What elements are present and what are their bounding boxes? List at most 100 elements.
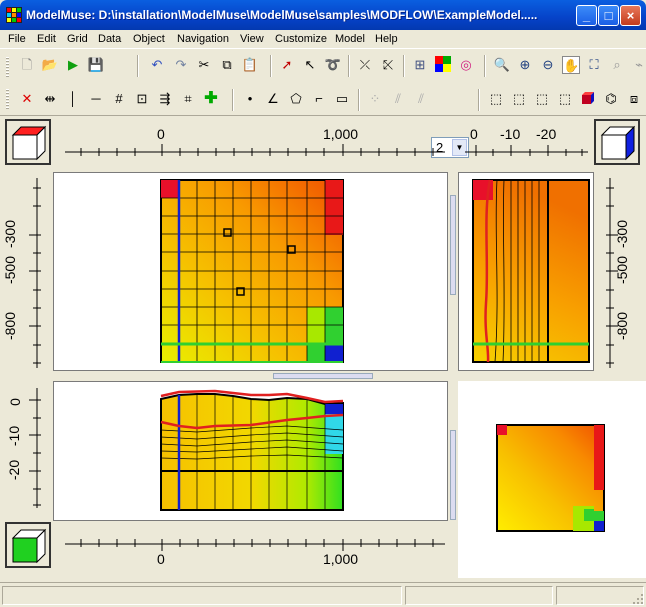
menu-view[interactable]: View [240,33,264,45]
cube-view-1-icon[interactable]: ⬚ [489,91,503,106]
cube-color-icon[interactable] [579,90,597,108]
disabled-tool-icon: ⫽ [418,91,424,106]
move-grid-line-icon[interactable]: ⇹ [44,91,56,106]
toolbar-grip[interactable] [6,89,9,109]
window-title: ModelMuse: D:\installation\ModelMuse\Mod… [26,8,538,22]
disabled-tool-icon: ⁘ [369,91,381,106]
cube-view-3-icon[interactable]: ⬚ [535,91,549,106]
close-button[interactable]: × [620,5,641,26]
add-vertical-line-icon[interactable]: │ [68,91,78,106]
vertical-splitter-lower[interactable] [450,430,456,520]
line-object-icon[interactable]: ∠ [267,91,279,106]
bottom-ruler-label: 0 [157,551,165,567]
zoom-out-icon[interactable]: ⊖ [542,57,554,72]
rectangle-object-icon[interactable]: ▭ [335,91,349,106]
front-ruler-label: -20 [6,459,23,481]
front-view-pane[interactable] [53,381,448,521]
left-ruler [29,178,41,368]
grid-icon[interactable]: # [115,91,123,106]
pan-icon[interactable]: ✋ [562,56,580,74]
add-horizontal-line-icon[interactable]: ─ [91,91,101,106]
3d-view-pane[interactable] [458,381,646,578]
menu-edit[interactable]: Edit [37,33,56,45]
right-ruler-label: -500 [614,255,631,285]
zoom-extent-icon[interactable]: ⛶ [589,57,599,72]
cube-view-2-icon[interactable]: ⬚ [512,91,526,106]
delete-vertex-icon[interactable]: ⤫ [359,57,371,72]
resize-grip-icon[interactable] [632,593,644,605]
chevron-down-icon[interactable]: ▼ [452,139,467,156]
bottom-ruler [65,539,445,551]
vertical-splitter[interactable] [450,195,456,295]
right-ruler-label: -300 [614,219,631,249]
menu-data[interactable]: Data [98,33,122,45]
delete-grid-line-icon[interactable]: ✕ [21,91,33,106]
cut-icon[interactable]: ✂ [198,57,210,72]
top-view-pane[interactable] [53,172,448,371]
cube-wire-icon[interactable]: ⌬ [605,91,617,106]
side-view-cube-button[interactable] [594,119,640,165]
toolbar-separator [232,89,234,111]
grid-angle-icon[interactable]: ⌗ [184,91,192,106]
save-icon[interactable]: 💾 [87,57,105,72]
side-ruler-top [465,145,588,156]
top-ruler-label: 1,000 [323,126,359,142]
minimize-button[interactable]: _ [576,5,597,26]
zoom-icon[interactable]: 🔍 [493,57,511,72]
menu-help[interactable]: Help [375,33,398,45]
status-bar [0,582,646,607]
maximize-button[interactable]: □ [598,5,619,26]
top-ruler [65,144,445,156]
step-line-icon[interactable]: ⌐ [315,91,323,106]
toolbar-grip[interactable] [6,57,9,77]
title-bar[interactable]: ModelMuse: D:\installation\ModelMuse\Mod… [0,0,646,30]
bottom-ruler-label: 1,000 [323,551,359,567]
redo-icon[interactable]: ↷ [175,57,187,72]
status-panel-3 [556,586,644,605]
new-file-icon[interactable]: 🗋 [21,57,33,72]
undo-icon[interactable]: ↶ [151,57,163,72]
polygon-object-icon[interactable]: ⬠ [290,91,302,106]
copy-icon[interactable]: ⧉ [222,57,232,72]
status-panel-1 [2,586,402,605]
add-point-icon[interactable]: ✚ [204,90,218,107]
left-ruler-label: -500 [2,255,19,285]
menu-grid[interactable]: Grid [67,33,88,45]
lasso-icon[interactable]: ➰ [324,57,342,72]
horizontal-splitter[interactable] [273,373,373,379]
front-view-cube-button[interactable] [5,522,51,568]
toolbar-separator [358,89,360,111]
toolbar-separator [478,89,480,111]
show-hide-objects-icon[interactable]: ⊞ [414,57,426,72]
menu-object[interactable]: Object [133,33,165,45]
left-ruler-label: -800 [2,311,19,341]
zoom-in-icon[interactable]: ⊕ [519,57,531,72]
add-vertex-icon[interactable]: ⤪ [382,57,394,72]
color-grid-icon[interactable] [434,56,452,74]
open-icon[interactable]: 📂 [41,57,59,72]
run-icon[interactable]: ▶ [68,57,78,72]
layer-select-value: 2 [436,140,444,155]
toolbar-panel: 🗋 📂 ▶ 💾 ↶ ↷ ✂ ⧉ 📋 ➚ ↖ ➰ ⤫ ⤪ ⊞ ◎ 🔍 ⊕ ⊖ ✋ … [0,48,646,158]
toolbar-separator [348,55,350,77]
edit-vertex-icon[interactable]: ↖ [304,57,316,72]
front-ruler-label: -10 [6,425,23,447]
menu-model[interactable]: Model [335,33,365,45]
point-object-icon[interactable]: • [247,91,253,106]
layer-select[interactable]: 2 ▼ [431,137,469,158]
side-view-pane[interactable] [458,172,594,371]
select-arrow-icon[interactable]: ➚ [281,57,293,72]
contour-icon[interactable]: ◎ [460,57,472,72]
paste-icon[interactable]: 📋 [241,57,259,72]
disabled-tool-icon: ⫽ [395,91,401,106]
measure-extra-icon[interactable]: ⌁ [635,57,643,72]
menu-file[interactable]: File [8,33,26,45]
cube-view-4-icon[interactable]: ⬚ [558,91,572,106]
spacing-icon[interactable]: ⇶ [159,91,171,106]
subdivide-icon[interactable]: ⊡ [136,91,148,106]
menu-customize[interactable]: Customize [275,33,327,45]
menu-navigation[interactable]: Navigation [177,33,229,45]
cube-extra-icon[interactable]: ⧈ [629,91,639,106]
top-view-cube-button[interactable] [5,119,51,165]
measure-icon[interactable]: ⌕ [613,57,621,72]
